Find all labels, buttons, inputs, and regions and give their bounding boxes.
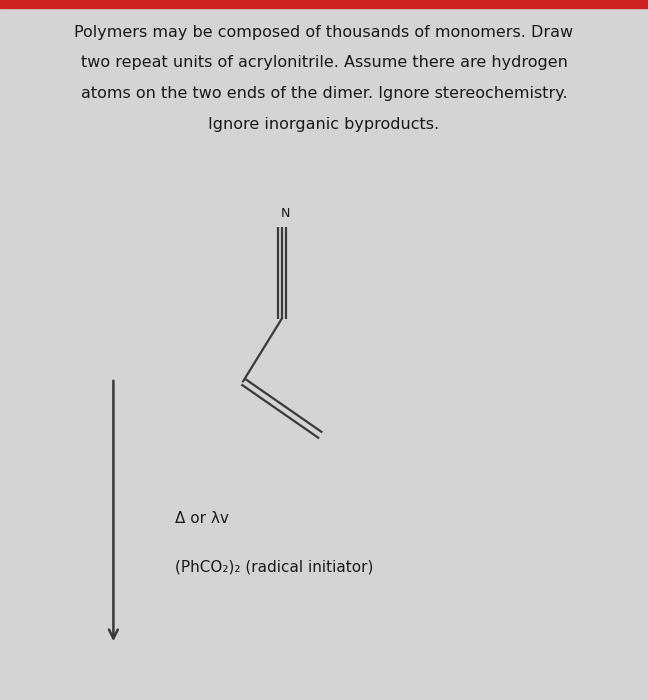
Text: (PhCO₂)₂ (radical initiator): (PhCO₂)₂ (radical initiator) (175, 560, 373, 575)
Text: atoms on the two ends of the dimer. Ignore stereochemistry.: atoms on the two ends of the dimer. Igno… (81, 86, 567, 101)
Text: Ignore inorganic byproducts.: Ignore inorganic byproducts. (209, 117, 439, 132)
Text: N: N (281, 207, 290, 220)
Text: Polymers may be composed of thousands of monomers. Draw: Polymers may be composed of thousands of… (75, 25, 573, 39)
Text: two repeat units of acrylonitrile. Assume there are hydrogen: two repeat units of acrylonitrile. Assum… (80, 55, 568, 70)
Text: Δ or λv: Δ or λv (175, 511, 229, 526)
Bar (0, 0, 648, 8)
